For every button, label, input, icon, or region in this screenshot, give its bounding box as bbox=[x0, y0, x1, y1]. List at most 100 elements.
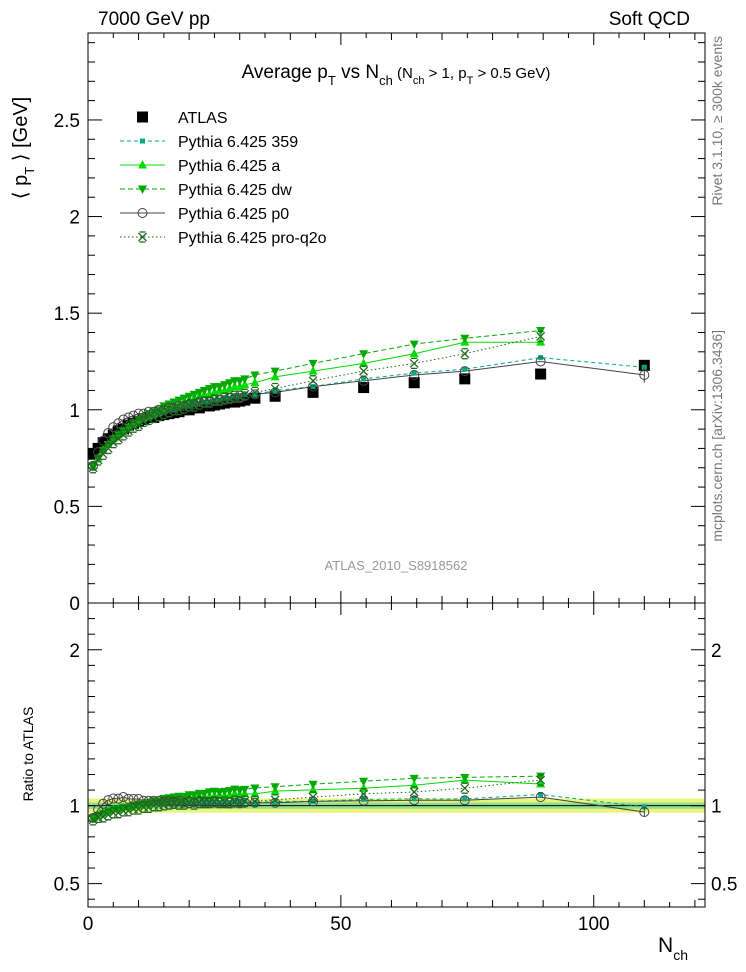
point-pq2o bbox=[179, 402, 189, 414]
legend-label-pq2o: Pythia 6.425 pro-q2o bbox=[178, 230, 327, 247]
point-p359 bbox=[462, 366, 468, 372]
ratio-point-pp0 bbox=[168, 796, 179, 807]
ratio-point-pq2o bbox=[235, 796, 245, 808]
ratio-point-pq2o bbox=[536, 774, 546, 786]
ratio-point-pq2o bbox=[220, 796, 230, 808]
ratio-point-pdw bbox=[308, 780, 318, 790]
ratio-point-p359 bbox=[538, 791, 544, 797]
point-pdw bbox=[460, 334, 470, 344]
x-tick-label: 100 bbox=[578, 914, 610, 935]
ratio-point-pp0 bbox=[249, 797, 260, 808]
ratio-point-pq2o bbox=[139, 801, 149, 813]
point-pp0 bbox=[639, 370, 650, 380]
point-pp0 bbox=[153, 404, 164, 415]
ratio-point-pq2o bbox=[113, 807, 123, 819]
ratio-point-pp0 bbox=[113, 793, 124, 804]
point-pa bbox=[308, 366, 318, 375]
point-pq2o bbox=[123, 425, 133, 437]
ratio-point-pdw bbox=[189, 791, 199, 800]
ratio-point-pp0 bbox=[108, 793, 119, 804]
point-pq2o bbox=[103, 442, 113, 455]
ratio-point-pq2o bbox=[134, 803, 144, 815]
point-pq2o bbox=[209, 394, 219, 406]
atlas-point bbox=[358, 382, 370, 394]
ratio-point-pdw bbox=[179, 792, 189, 802]
atlas-point bbox=[92, 442, 104, 454]
ratio-point-pq2o bbox=[154, 800, 164, 812]
ratio-point-pq2o bbox=[409, 786, 419, 798]
ratio-point-pq2o bbox=[149, 800, 159, 812]
point-pp0 bbox=[98, 435, 109, 446]
ratio-point-pp0 bbox=[639, 807, 650, 818]
point-pp0 bbox=[103, 427, 114, 438]
ratio-point-pdw bbox=[199, 789, 209, 799]
ratio-point-pdw bbox=[88, 814, 98, 823]
point-pq2o bbox=[174, 404, 184, 416]
y-tick-label: 1 bbox=[69, 401, 80, 422]
point-pq2o bbox=[169, 404, 179, 416]
point-pq2o bbox=[134, 419, 144, 431]
y-tick-label: 0.5 bbox=[54, 497, 80, 518]
ratio-point-pq2o bbox=[88, 814, 98, 826]
analysis-watermark: ATLAS_2010_S8918562 bbox=[325, 558, 468, 573]
plot-title: Average pT vs Nch (Nch > 1, pT > 0.5 GeV… bbox=[242, 62, 551, 88]
point-pdw bbox=[359, 350, 369, 359]
header-left: 7000 GeV pp bbox=[98, 9, 210, 30]
atlas-point bbox=[307, 386, 319, 398]
ratio-point-pq2o bbox=[250, 795, 260, 807]
ratio-point-pdw bbox=[270, 783, 280, 792]
ratio-y-tick-label: 0.5 bbox=[54, 875, 80, 896]
point-pq2o bbox=[215, 394, 224, 406]
point-pq2o bbox=[225, 392, 235, 404]
point-pq2o bbox=[98, 448, 108, 460]
point-pq2o bbox=[409, 357, 419, 370]
legend-marker-pp0 bbox=[137, 208, 148, 218]
point-pp0 bbox=[148, 406, 159, 417]
ratio-point-pq2o bbox=[174, 798, 184, 810]
main-panel: 0 0.5 1 1.5 2 2.5 bbox=[54, 32, 706, 615]
ratio-point-pq2o bbox=[240, 795, 250, 807]
point-pp0 bbox=[168, 402, 179, 413]
point-pq2o bbox=[204, 396, 214, 408]
ratio-point-pq2o bbox=[199, 796, 209, 809]
point-pp0 bbox=[123, 412, 134, 423]
point-pdw bbox=[194, 388, 204, 398]
ratio-point-pp0 bbox=[163, 795, 174, 806]
ratio-point-pa bbox=[250, 788, 260, 798]
ratio-point-pp0 bbox=[93, 804, 104, 815]
ratio-point-pp0 bbox=[234, 798, 245, 809]
ratio-point-p359 bbox=[310, 798, 316, 804]
y-tick-label: 1.5 bbox=[54, 304, 80, 325]
point-p359 bbox=[310, 384, 316, 390]
ratio-point-pp0 bbox=[174, 795, 185, 806]
point-pq2o bbox=[194, 398, 204, 410]
ratio-y-tick-label-right: 2 bbox=[711, 641, 722, 662]
atlas-point bbox=[239, 394, 251, 406]
ratio-point-p359 bbox=[272, 798, 278, 804]
point-pa bbox=[359, 358, 369, 367]
point-p359 bbox=[272, 387, 278, 393]
ratio-point-pdw bbox=[240, 785, 250, 795]
mcplots-label: mcplots.cern.ch [arXiv:1306.3436] bbox=[709, 330, 725, 542]
point-pdw bbox=[270, 367, 280, 377]
point-pq2o bbox=[536, 330, 546, 343]
ratio-y-tick-label-right: 1 bbox=[711, 797, 722, 818]
x-tick-label: 50 bbox=[330, 914, 351, 935]
point-pdw bbox=[204, 385, 214, 394]
ratio-point-pp0 bbox=[459, 795, 470, 806]
point-pp0 bbox=[128, 410, 139, 421]
ratio-point-pp0 bbox=[270, 797, 281, 808]
point-pdw bbox=[220, 381, 230, 390]
point-pdw bbox=[164, 400, 174, 409]
point-pdw bbox=[184, 392, 194, 402]
point-pp0 bbox=[234, 393, 245, 404]
atlas-point bbox=[535, 368, 547, 380]
point-pq2o bbox=[139, 415, 149, 428]
ratio-point-pq2o bbox=[129, 803, 138, 815]
legend-marker-atlas bbox=[137, 111, 148, 123]
series-line-pdw bbox=[92, 330, 541, 467]
point-pp0 bbox=[249, 389, 260, 400]
point-pq2o bbox=[220, 392, 230, 404]
point-pdw bbox=[189, 390, 199, 400]
y-tick-label: 2.5 bbox=[54, 111, 80, 132]
